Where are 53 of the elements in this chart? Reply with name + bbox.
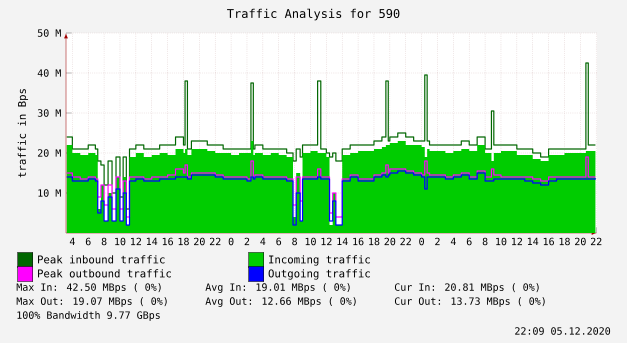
x-tick-label: 14	[146, 238, 158, 245]
x-tick-label: 6	[466, 238, 472, 246]
x-tick-label: 0	[228, 238, 234, 246]
text: Avg Out: 12.66 MBps ( 0%)	[205, 297, 356, 307]
x-tick-label: 10	[306, 238, 316, 246]
text: Cur Out: 13.73 MBps ( 0%)	[394, 297, 545, 307]
y-tick-label: 40 M	[38, 69, 61, 77]
y-axis-title: traffic in Bps	[18, 89, 28, 178]
x-tick-label: 10	[115, 238, 126, 246]
x-tick-label: 4	[450, 238, 456, 245]
legend-label: Incoming traffic	[269, 255, 370, 266]
x-tick-label: 10	[496, 238, 506, 246]
x-tick-label: 8	[482, 238, 488, 246]
legend-label: Peak outbound traffic	[38, 269, 171, 278]
x-tick-label: 8	[102, 238, 106, 246]
x-tick-label: 2	[244, 238, 250, 246]
x-tick-label: 18	[178, 238, 189, 246]
x-tick-label: 16	[353, 238, 364, 246]
x-tick-label: 22	[590, 238, 602, 246]
x-tick-label: 18	[560, 238, 570, 246]
y-tick-label: 50 M	[38, 29, 61, 37]
text: 100% Bandwidth 9.77 GBps	[17, 311, 160, 321]
text: Cur In: 20.81 MBps ( 0%)	[394, 283, 539, 293]
x-tick-label: 12	[512, 238, 522, 246]
x-tick-label: 12	[322, 238, 332, 246]
x-tick-label: 4	[260, 238, 266, 245]
text: Max Out: 19.07 MBps ( 0%)	[16, 297, 167, 307]
y-tick-label: 30 M	[38, 109, 61, 117]
x-tick-label: 16	[162, 238, 173, 246]
y-tick-label: 20 M	[38, 149, 61, 157]
x-tick-label: 18	[369, 238, 380, 246]
text: Avg In: 19.01 MBps ( 0%)	[205, 283, 350, 293]
y-tick-label: 10 M	[38, 189, 61, 197]
x-tick-label: 16	[544, 238, 554, 246]
legend-label: Peak inbound traffic	[38, 255, 165, 264]
chart-title: Traffic Analysis for 590	[227, 8, 400, 20]
text: Max In: 42.50 MBps ( 0%)	[16, 283, 161, 293]
x-tick-label: 6	[276, 238, 282, 246]
x-tick-label: 6	[86, 238, 91, 246]
legend-label: Outgoing traffic	[268, 269, 370, 280]
text: 22:09 05.12.2020	[515, 327, 610, 335]
x-tick-label: 12	[131, 238, 142, 246]
x-tick-label: 22	[400, 238, 411, 246]
x-tick-label: 14	[528, 238, 538, 245]
x-tick-label: 4	[70, 238, 75, 245]
x-tick-label: 0	[419, 238, 424, 246]
x-tick-label: 20	[194, 238, 205, 246]
x-tick-label: 14	[337, 238, 348, 245]
x-tick-label: 20	[575, 238, 586, 246]
x-tick-label: 22	[210, 238, 220, 246]
x-tick-label: 8	[292, 238, 297, 246]
x-tick-label: 2	[435, 238, 440, 246]
x-tick-label: 20	[384, 238, 396, 246]
